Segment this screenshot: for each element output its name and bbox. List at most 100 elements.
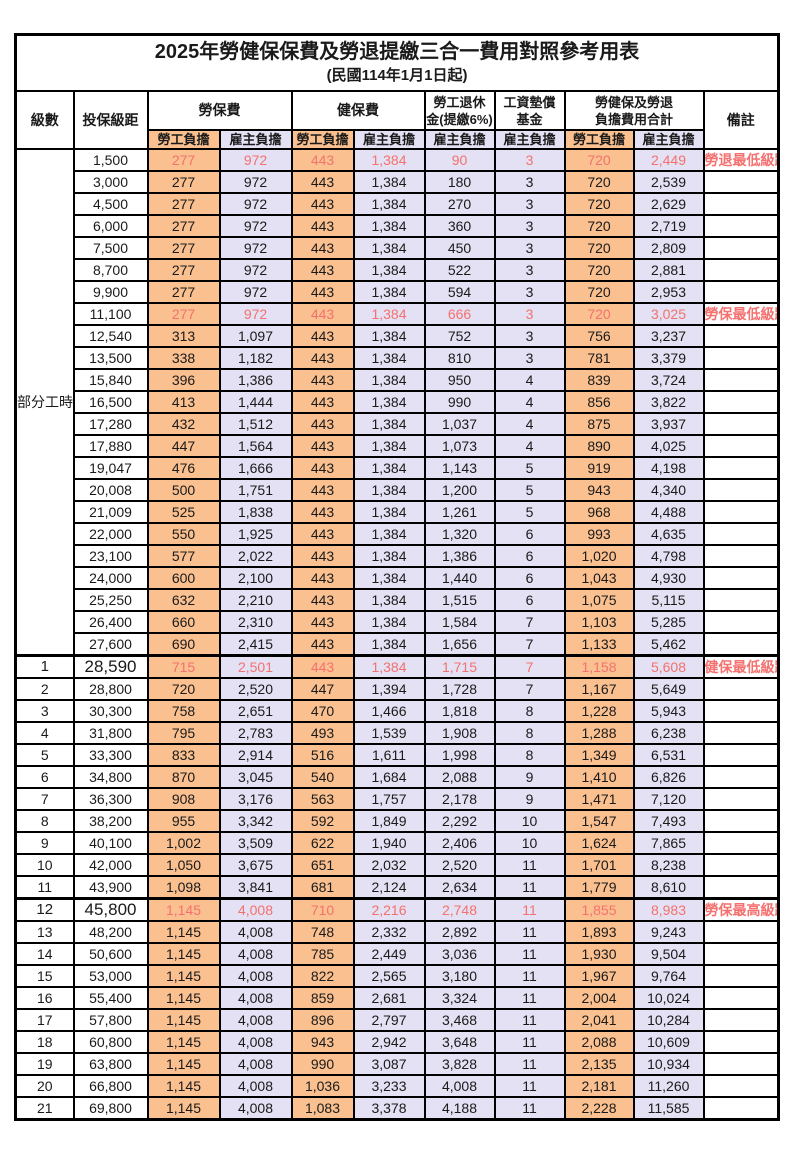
pension-label-line2: 金(提繳6%) <box>426 111 493 127</box>
value-cell: 2,228 <box>563 1096 635 1121</box>
note-cell <box>702 456 780 480</box>
value-cell: 972 <box>218 170 293 194</box>
value-cell: 1,036 <box>290 1074 355 1098</box>
value-cell: 943 <box>563 478 635 502</box>
value-cell: 4,488 <box>632 500 705 524</box>
value-cell: 1,440 <box>423 566 496 590</box>
value-cell: 594 <box>423 280 496 304</box>
wage-fund-label-line1: 工資墊償 <box>503 94 556 110</box>
subheader-wage-fund-employer: 雇主負擔 <box>493 129 566 150</box>
level-cell: 12 <box>14 897 75 922</box>
table-row: 11 43,900 1,098 3,841 681 2,124 2,634 11 1,779 8,… <box>14 875 780 900</box>
value-cell: 470 <box>290 699 355 723</box>
value-cell: 443 <box>290 456 355 480</box>
value-cell: 1,002 <box>146 831 221 855</box>
value-cell: 1,386 <box>218 368 293 392</box>
value-cell: 4,008 <box>218 897 293 922</box>
value-cell: 1,384 <box>352 434 426 458</box>
value-cell: 3,045 <box>218 765 293 789</box>
bracket-cell: 48,200 <box>72 920 149 944</box>
total-label-line2: 負擔費用合計 <box>594 111 673 127</box>
note-cell <box>702 566 780 590</box>
value-cell: 720 <box>563 236 635 260</box>
value-cell: 5,608 <box>632 654 705 679</box>
value-cell: 7 <box>493 610 566 634</box>
bracket-cell: 31,800 <box>72 721 149 745</box>
bracket-cell: 30,300 <box>72 699 149 723</box>
value-cell: 9,243 <box>632 920 705 944</box>
value-cell: 833 <box>146 743 221 767</box>
value-cell: 3,468 <box>423 1008 496 1032</box>
value-cell: 450 <box>423 236 496 260</box>
bracket-cell: 17,280 <box>72 412 149 436</box>
note-cell: 勞退最低級距 <box>702 148 780 172</box>
value-cell: 7,865 <box>632 831 705 855</box>
table-row: 19,047 476 1,666 443 1,384 1,143 5 919 4,198 <box>16 456 780 480</box>
value-cell: 822 <box>290 964 355 988</box>
level-cell: 20 <box>14 1074 75 1098</box>
value-cell: 6 <box>493 566 566 590</box>
value-cell: 4 <box>493 434 566 458</box>
note-cell <box>702 346 780 370</box>
bracket-cell: 9,900 <box>72 280 149 304</box>
note-cell <box>702 787 780 811</box>
note-cell <box>702 677 780 701</box>
table-row: 27,600 690 2,415 443 1,384 1,656 7 1,133 5,462 <box>16 632 780 657</box>
value-cell: 2,565 <box>352 964 426 988</box>
bracket-cell: 45,800 <box>72 897 149 922</box>
note-cell <box>702 1074 780 1098</box>
value-cell: 3,675 <box>218 853 293 877</box>
table-row: 20 66,800 1,145 4,008 1,036 3,233 4,008 11 2,181… <box>14 1074 780 1098</box>
level-cell: 17 <box>14 1008 75 1032</box>
sub-header-row: 勞工負擔 雇主負擔 勞工負擔 雇主負擔 雇主負擔 雇主負擔 勞工負擔 雇主負擔 <box>16 129 779 150</box>
value-cell: 3,648 <box>423 1030 496 1054</box>
value-cell: 1,386 <box>423 544 496 568</box>
value-cell: 1,288 <box>563 721 635 745</box>
value-cell: 563 <box>290 787 355 811</box>
value-cell: 3 <box>493 214 566 238</box>
value-cell: 1,167 <box>563 677 635 701</box>
value-cell: 2,449 <box>632 148 705 172</box>
value-cell: 950 <box>423 368 496 392</box>
value-cell: 8 <box>493 743 566 767</box>
value-cell: 3,378 <box>352 1096 426 1121</box>
note-cell <box>702 1008 780 1032</box>
value-cell: 1,384 <box>352 566 426 590</box>
value-cell: 1,701 <box>563 853 635 877</box>
col-header-total: 勞健保及勞退 負擔費用合計 <box>563 90 705 131</box>
value-cell: 968 <box>563 500 635 524</box>
level-cell: 13 <box>14 920 75 944</box>
value-cell: 2,953 <box>632 280 705 304</box>
level-cell: 9 <box>14 831 75 855</box>
value-cell: 1,779 <box>563 875 635 900</box>
level-cell: 4 <box>14 721 75 745</box>
table-row: 7,500 277 972 443 1,384 450 3 720 2,809 <box>16 236 780 260</box>
table-row: 21 69,800 1,145 4,008 1,083 3,378 4,188 11 2,228… <box>14 1096 780 1121</box>
bracket-cell: 40,100 <box>72 831 149 855</box>
value-cell: 972 <box>218 258 293 282</box>
table-row: 7 36,300 908 3,176 563 1,757 2,178 9 1,471 7,120 <box>14 787 780 811</box>
value-cell: 756 <box>563 324 635 348</box>
value-cell: 443 <box>290 280 355 304</box>
value-cell: 277 <box>146 258 221 282</box>
note-cell <box>702 368 780 392</box>
value-cell: 990 <box>423 390 496 414</box>
value-cell: 592 <box>290 809 355 833</box>
value-cell: 11 <box>493 875 566 900</box>
value-cell: 10 <box>493 831 566 855</box>
table-row: 3 30,300 758 2,651 470 1,466 1,818 8 1,228 5,943 <box>14 699 780 723</box>
value-cell: 6 <box>493 522 566 546</box>
subheader-total-employer: 雇主負擔 <box>632 129 705 150</box>
value-cell: 2,178 <box>423 787 496 811</box>
value-cell: 1,838 <box>218 500 293 524</box>
value-cell: 3 <box>493 258 566 282</box>
value-cell: 7,493 <box>632 809 705 833</box>
note-cell <box>702 214 780 238</box>
value-cell: 443 <box>290 258 355 282</box>
table-row: 4,500 277 972 443 1,384 270 3 720 2,629 <box>16 192 780 216</box>
group-header-row: 級數 投保級距 勞保費 健保費 勞工退休 金(提繳6%) 工資墊償 基金 勞健保… <box>14 90 780 150</box>
value-cell: 4 <box>493 390 566 414</box>
value-cell: 1,444 <box>218 390 293 414</box>
note-cell <box>702 324 780 348</box>
